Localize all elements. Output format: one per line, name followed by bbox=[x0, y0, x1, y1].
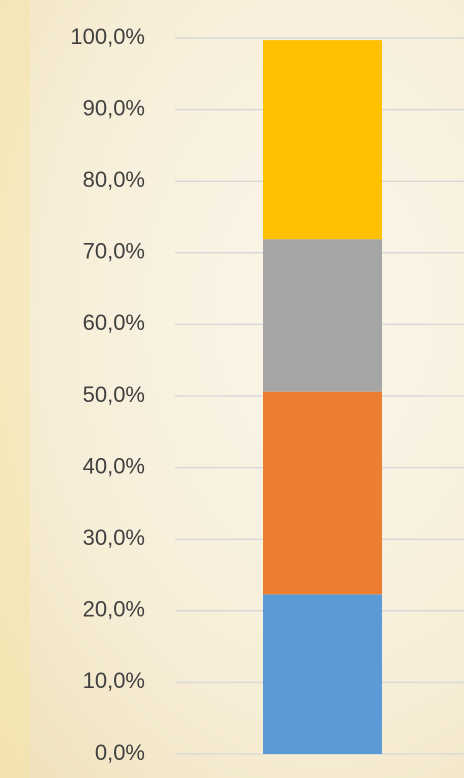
y-tick-label: 30,0% bbox=[83, 525, 145, 550]
y-tick-label: 80,0% bbox=[83, 167, 145, 192]
bar-segment bbox=[263, 40, 382, 240]
y-tick-label: 60,0% bbox=[83, 310, 145, 335]
y-tick-label: 10,0% bbox=[83, 668, 145, 693]
y-tick-label: 20,0% bbox=[83, 597, 145, 622]
bar-segment bbox=[263, 239, 382, 392]
y-tick-label: 40,0% bbox=[83, 453, 145, 478]
y-tick-label: 90,0% bbox=[83, 95, 145, 120]
bar-segment bbox=[263, 594, 382, 754]
background-strip bbox=[0, 0, 30, 778]
bar-segment bbox=[263, 391, 382, 595]
y-tick-label: 70,0% bbox=[83, 239, 145, 264]
y-tick-label: 50,0% bbox=[83, 382, 145, 407]
y-tick-label: 100,0% bbox=[70, 24, 145, 49]
y-tick-label: 0,0% bbox=[95, 740, 145, 765]
